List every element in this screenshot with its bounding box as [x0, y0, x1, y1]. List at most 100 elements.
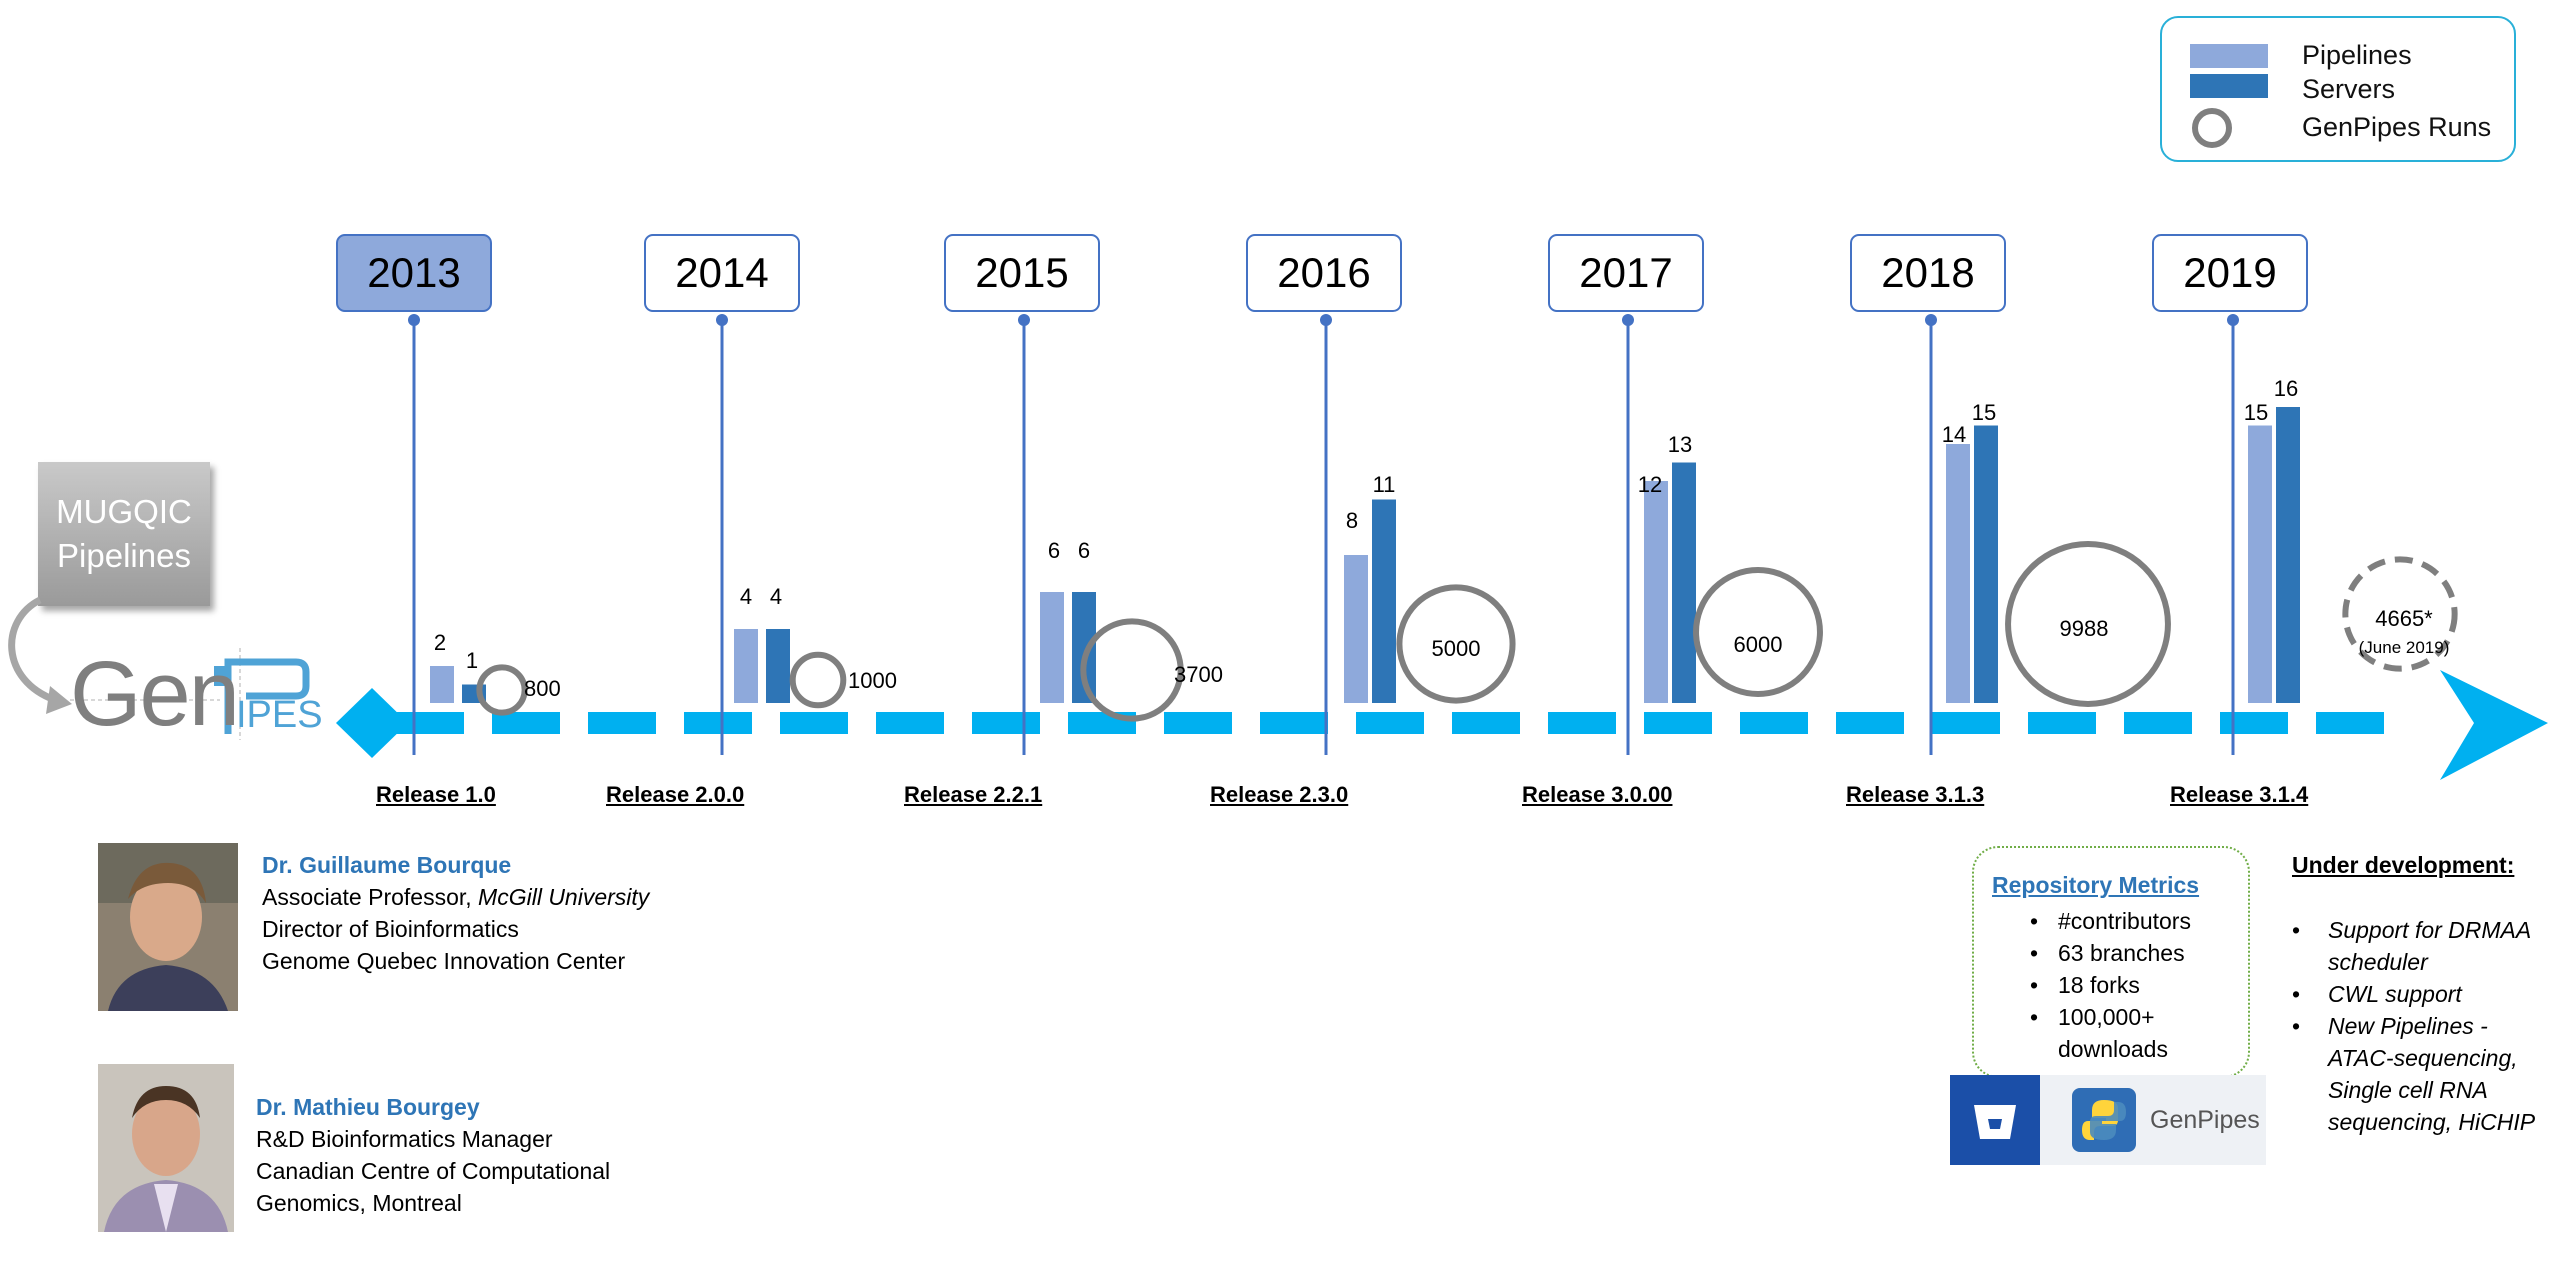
pipe-icon: [70, 648, 310, 740]
pipelines-label-2013: 2: [433, 630, 447, 655]
servers-label-2013: 1: [465, 648, 479, 673]
year-stem-dot-2018: [1925, 314, 1937, 326]
dev-item-pipelines-line4: sequencing, HiCHIP: [2328, 1109, 2536, 1135]
runs-circle-2013: [476, 664, 528, 716]
under-development-list: Support for DRMAA scheduler CWL support …: [2292, 914, 2535, 1138]
runs-note-2019: (June 2019): [2358, 638, 2450, 657]
servers-label-2019: 16: [2273, 376, 2299, 401]
person-photo-icon: [98, 843, 238, 1011]
avatar-mathieu-bourgey: [98, 1064, 234, 1232]
person-org2-mathieu: Genomics, Montreal: [256, 1190, 462, 1216]
year-box-2015: 2015: [944, 234, 1100, 312]
timeline-dash-8: [1164, 712, 1232, 734]
bitbucket-logo-icon: [1950, 1075, 2040, 1165]
release-label-2019: Release 3.1.4: [2170, 782, 2309, 807]
person-org-guillaume: Genome Quebec Innovation Center: [262, 948, 626, 974]
year-stem-dot-2015: [1018, 314, 1030, 326]
dev-item-pipelines-line1: New Pipelines -: [2328, 1013, 2488, 1039]
release-label-2014: Release 2.0.0: [606, 782, 745, 807]
pipelines-bar-2013: [430, 666, 454, 703]
runs-circle-2015: [1080, 618, 1184, 722]
release-label-2015: Release 2.2.1: [904, 782, 1043, 807]
pipelines-label-2015: 6: [1047, 538, 1061, 563]
pipelines-bar-2018: [1946, 444, 1970, 703]
bucket-icon: [1974, 1105, 2016, 1139]
person-photo-icon: [98, 1064, 234, 1232]
timeline-dash-17: [2028, 712, 2096, 734]
runs-circle-2018: [2005, 541, 2171, 707]
timeline-dash-11: [1452, 712, 1520, 734]
servers-bar-2017: [1672, 462, 1696, 703]
dev-item-cwl: CWL support: [2292, 978, 2535, 1010]
person-name-guillaume: Dr. Guillaume Bourque: [262, 852, 512, 878]
legend-label-servers: Servers: [2302, 74, 2396, 104]
pipelines-bar-2017: [1644, 481, 1668, 703]
timeline-dash-4: [780, 712, 848, 734]
release-label-2016: Release 2.3.0: [1210, 782, 1349, 807]
year-stem-dot-2016: [1320, 314, 1332, 326]
legend-swatches: [2190, 44, 2268, 148]
year-box-2017: 2017: [1548, 234, 1704, 312]
runs-label-2017: 6000: [1733, 632, 1783, 657]
pipelines-label-2018: 14: [1941, 422, 1967, 447]
timeline-dash-6: [972, 712, 1040, 734]
year-stem-dot-2019: [2227, 314, 2239, 326]
servers-label-2017: 13: [1667, 432, 1693, 457]
timeline-dash-1: [492, 712, 560, 734]
runs-label-2016: 5000: [1431, 636, 1481, 661]
mugqic-line1: MUGQIC: [56, 493, 192, 530]
year-stem-dot-2014: [716, 314, 728, 326]
servers-label-2015: 6: [1077, 538, 1091, 563]
servers-label-2014: 4: [769, 584, 783, 609]
year-box-2014: 2014: [644, 234, 800, 312]
servers-label-2018: 15: [1971, 400, 1997, 425]
timeline-dash-14: [1740, 712, 1808, 734]
legend-label-pipelines: Pipelines: [2302, 40, 2412, 70]
runs-circle-2016: [1396, 584, 1516, 704]
legend-swatch-pipelines: [2190, 44, 2268, 68]
python-logo-icon: [2072, 1088, 2136, 1152]
person-title-prefix: Associate Professor,: [262, 884, 479, 910]
avatar-guillaume-bourque: [98, 843, 238, 1011]
timeline-dash-18: [2124, 712, 2192, 734]
genpipes-logo: [60, 640, 350, 750]
servers-bar-2014: [766, 629, 790, 703]
runs-label-2014: 1000: [848, 668, 897, 693]
timeline-dash-2: [588, 712, 656, 734]
repo-item-downloads: 100,000+: [2030, 1001, 2191, 1033]
year-box-2013: 2013: [336, 234, 492, 312]
person-role-mathieu: R&D Bioinformatics Manager: [256, 1126, 553, 1152]
repo-item-branches: 63 branches: [2030, 937, 2191, 969]
pipelines-bar-2014: [734, 629, 758, 703]
person-title-guillaume: Associate Professor, McGill University: [262, 884, 649, 911]
logo-ipes-text: IPES: [236, 694, 323, 736]
genpipes-badge-text: GenPipes: [2150, 1106, 2260, 1134]
runs-circle-2019: [2342, 556, 2458, 672]
servers-bar-2018: [1974, 425, 1998, 703]
timeline-dash-15: [1836, 712, 1904, 734]
dev-item-drmaa: Support for DRMAA scheduler: [2292, 914, 2535, 978]
year-box-2018: 2018: [1850, 234, 2006, 312]
repository-metrics-link[interactable]: Repository Metrics: [1992, 872, 2200, 898]
timeline-end-arrow: [2440, 670, 2548, 780]
runs-label-2013: 800: [524, 676, 561, 701]
timeline-dash-16: [1932, 712, 2000, 734]
repository-metrics-list: #contributors 63 branches 18 forks 100,0…: [2030, 905, 2191, 1065]
timeline-dash-19: [2220, 712, 2288, 734]
repo-item-downloads-cont: downloads: [2058, 1036, 2168, 1062]
release-label-2013: Release 1.0: [376, 782, 496, 807]
curved-arrow-icon: [8, 596, 72, 714]
servers-bar-2016: [1372, 499, 1396, 703]
person-org-mathieu: Canadian Centre of Computational: [256, 1158, 611, 1184]
runs-label-2019: 4665*: [2375, 606, 2433, 631]
mugqic-line2: Pipelines: [57, 537, 191, 574]
person-role-guillaume: Director of Bioinformatics: [262, 916, 519, 942]
pipelines-label-2014: 4: [739, 584, 753, 609]
dev-item-new-pipelines: New Pipelines - ATAC-sequencing, Single …: [2292, 1010, 2535, 1138]
timeline-dash-12: [1548, 712, 1616, 734]
person-affiliation: McGill University: [478, 884, 650, 910]
runs-circle-2017: [1693, 567, 1823, 697]
logo-gen-text: Gen: [70, 643, 240, 745]
legend-label-runs: GenPipes Runs: [2302, 112, 2492, 142]
